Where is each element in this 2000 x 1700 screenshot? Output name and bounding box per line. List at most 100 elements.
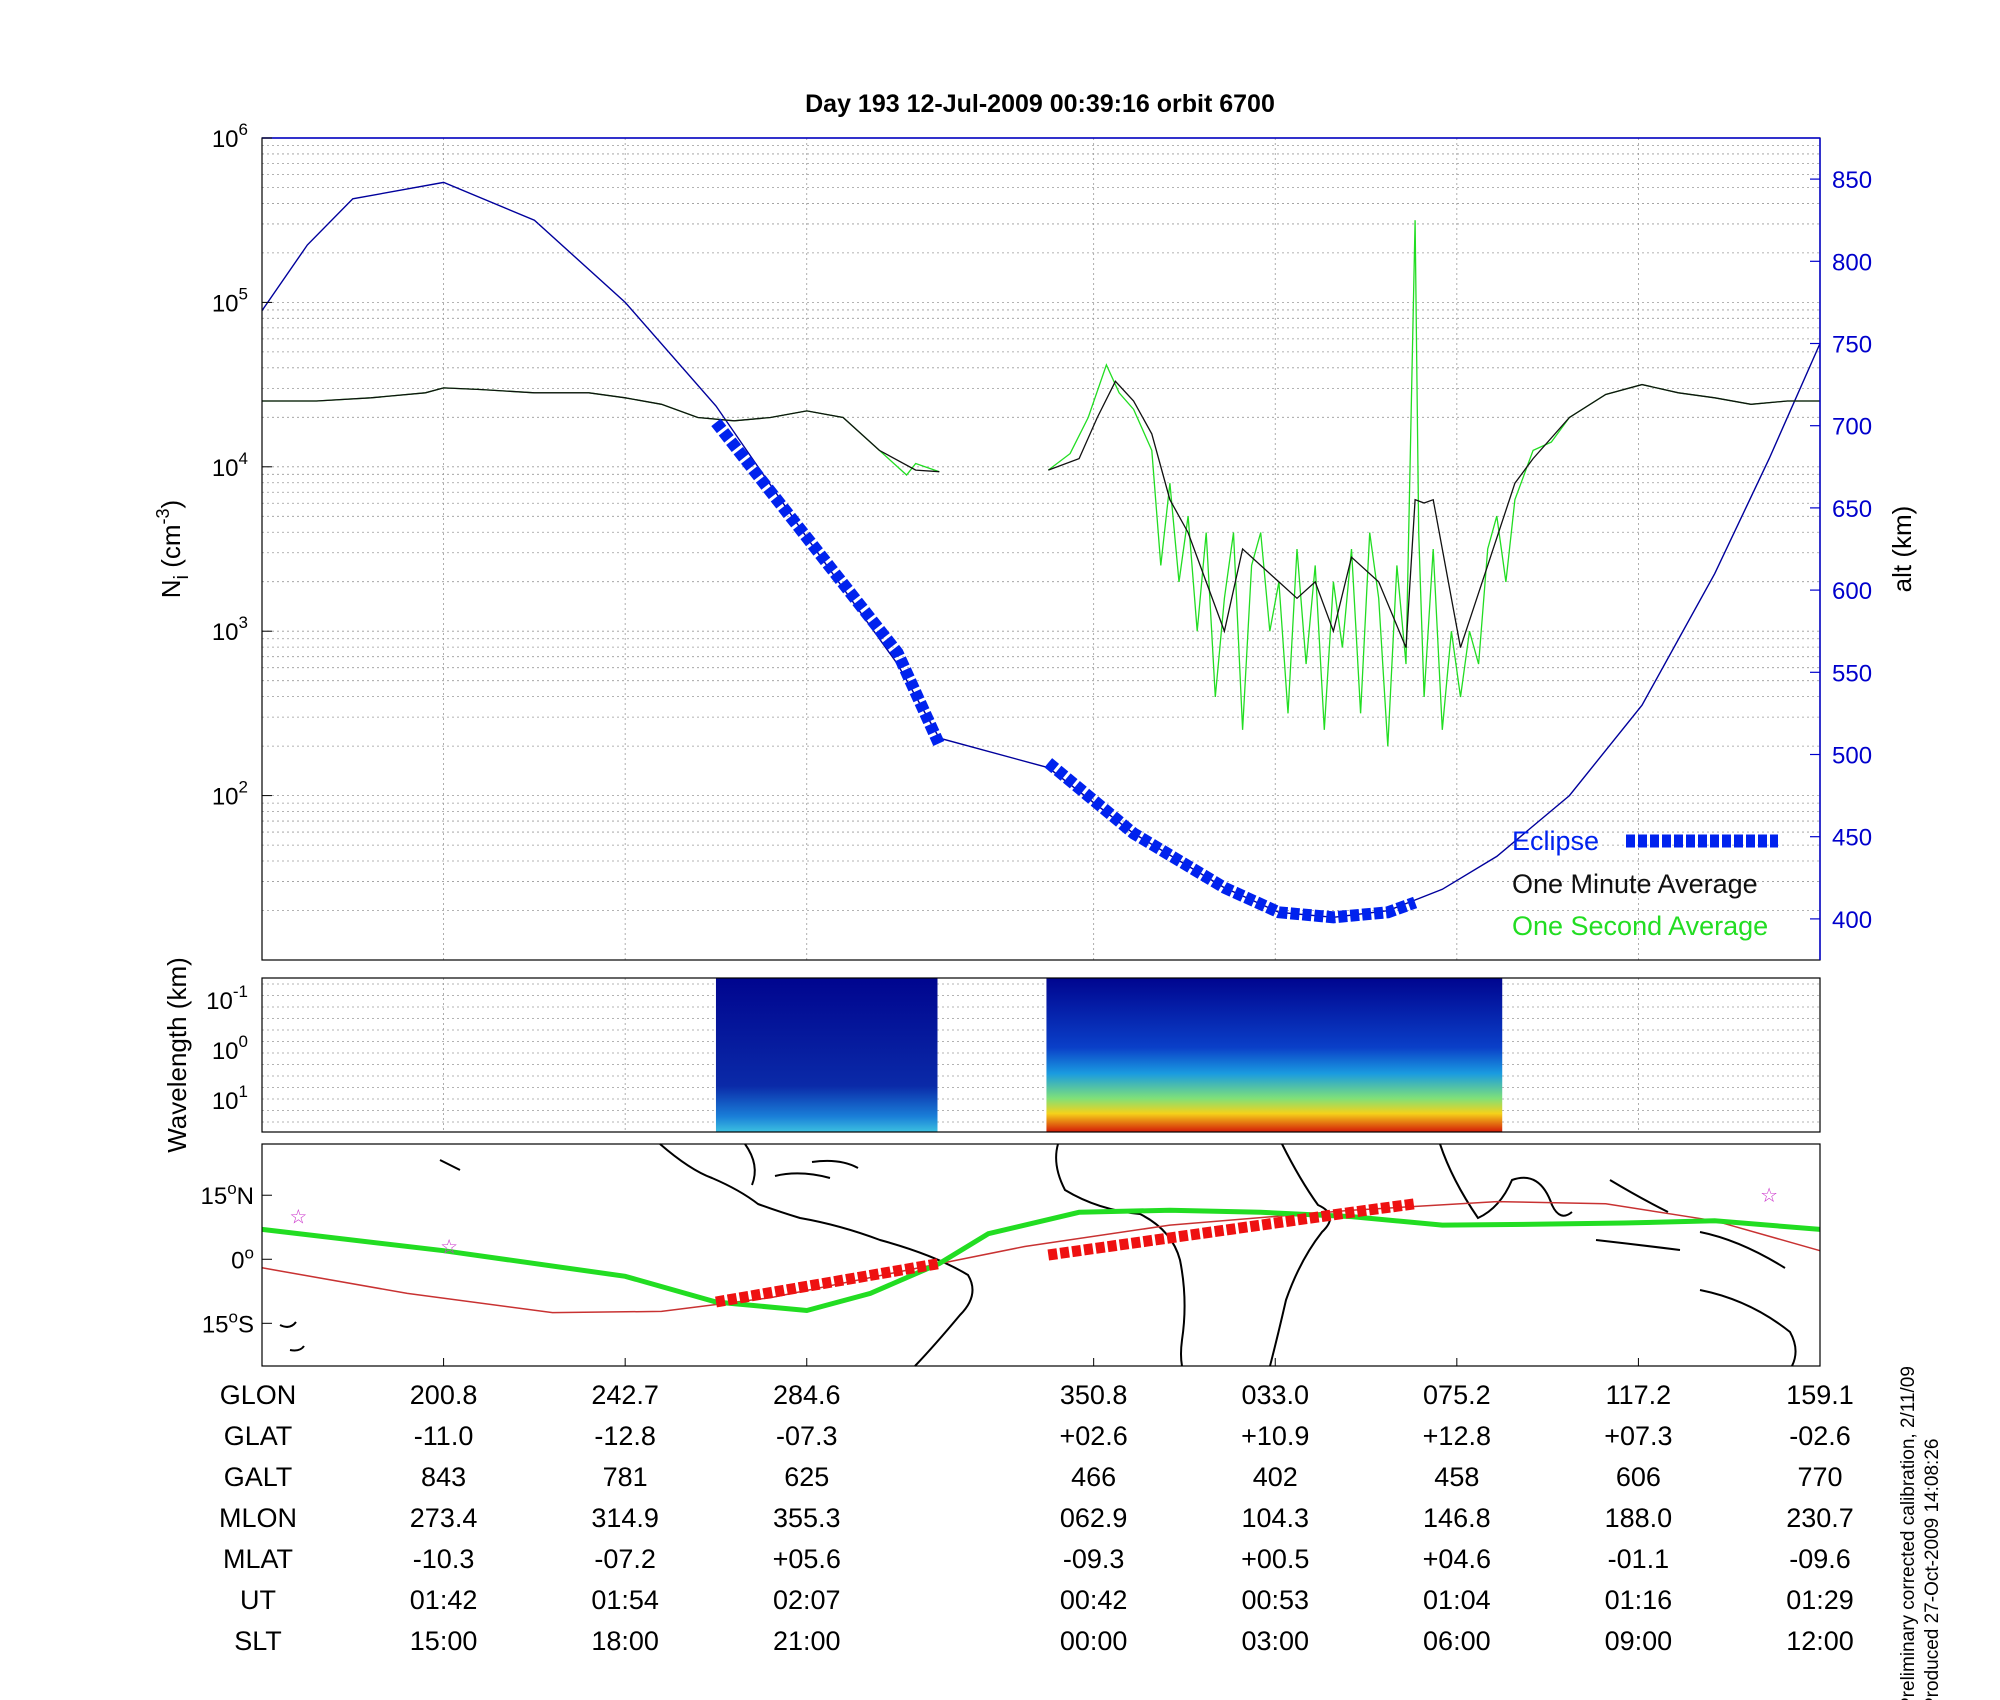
legend-one-second-label: One Second Average	[1512, 911, 1768, 941]
table-cell: +12.8	[1423, 1421, 1491, 1451]
table-cell: +10.9	[1241, 1421, 1309, 1451]
left-tick-exponent: 6	[239, 120, 248, 139]
table-cell: -07.3	[776, 1421, 838, 1451]
x-ticks	[443, 1358, 1821, 1366]
right-tick-label: 750	[1832, 332, 1872, 359]
spectrogram-tick-label: 10-1	[206, 982, 248, 1015]
table-cell: 242.7	[591, 1380, 659, 1410]
table-cell: -09.6	[1789, 1544, 1851, 1574]
table-cell: 200.8	[410, 1380, 478, 1410]
table-cell: +05.6	[773, 1544, 841, 1574]
table-cell: -07.2	[594, 1544, 656, 1574]
spectrogram-tick-exponent: 1	[239, 1082, 248, 1101]
table-cell: 781	[603, 1462, 648, 1492]
left-tick-base: 10	[212, 784, 239, 811]
orbit-track-line	[261, 1207, 1821, 1314]
calibration-note: Preliminary corrected calibration, 2/11/…	[1898, 1366, 1919, 1700]
table-cell: 00:00	[1060, 1626, 1128, 1656]
table-cell: 21:00	[773, 1626, 841, 1656]
left-axis-label-sub: i	[171, 575, 193, 579]
table-cell: -11.0	[414, 1421, 474, 1451]
spectrogram-tick-exponent: 0	[239, 1032, 248, 1051]
right-tick-label: 600	[1832, 578, 1872, 605]
orbit-table: GLON GLAT GALT MLON MLAT UT SLT 200.8 -11.0 843 27…	[219, 1380, 1854, 1656]
eclipse-track-line	[1047, 1198, 1416, 1261]
coastline-australia	[1699, 1289, 1797, 1367]
table-cell: 355.3	[773, 1503, 841, 1533]
table-row-label: GLAT	[224, 1421, 293, 1451]
table-cell: 075.2	[1423, 1380, 1491, 1410]
eclipse-line	[711, 418, 945, 748]
spectrogram-tick-label: 100	[212, 1032, 248, 1065]
density-plot-area	[262, 138, 1820, 960]
table-cell: 284.6	[773, 1380, 841, 1410]
one-minute-average-line	[262, 387, 940, 473]
table-cell: 01:16	[1605, 1585, 1673, 1615]
left-tick-label: 103	[212, 613, 248, 646]
table-cell: 01:04	[1423, 1585, 1491, 1615]
left-axis-label-units: (cm	[156, 524, 186, 575]
eclipse-line	[1044, 758, 1418, 924]
right-tick-label: 850	[1832, 167, 1872, 194]
legend-eclipse-label: Eclipse	[1512, 826, 1599, 856]
left-axis-label-n: N	[156, 579, 186, 598]
table-cell: 350.8	[1060, 1380, 1128, 1410]
star-marker: ☆	[440, 1234, 458, 1258]
table-cell: 02:07	[773, 1585, 841, 1615]
map-series: ☆ ☆ ☆	[261, 1183, 1821, 1314]
table-cell: 606	[1616, 1462, 1661, 1492]
one-second-average-line	[1047, 220, 1820, 747]
table-cell: -02.6	[1789, 1421, 1851, 1451]
table-cell: +07.3	[1604, 1421, 1672, 1451]
star-marker: ☆	[1760, 1183, 1778, 1207]
spectrogram-tick-base: 10	[212, 1088, 239, 1115]
right-tick-label: 400	[1832, 907, 1872, 934]
spectrogram-block	[715, 978, 938, 1132]
table-cell: 117.2	[1606, 1380, 1672, 1410]
table-cell: -12.8	[594, 1421, 656, 1451]
left-tick-label: 106	[212, 120, 248, 153]
density-series	[261, 181, 1821, 924]
coastline-south-america	[659, 1143, 974, 1367]
chart-title: Day 193 12-Jul-2009 00:39:16 orbit 6700	[805, 90, 1275, 118]
spectrogram-tick-exponent: -1	[233, 982, 248, 1001]
table-row-label: SLT	[234, 1626, 282, 1656]
star-marker: ☆	[289, 1205, 307, 1229]
right-tick-label: 700	[1832, 414, 1872, 441]
left-tick-base: 10	[212, 126, 239, 153]
table-cell: 146.8	[1423, 1503, 1491, 1533]
table-cell: +00.5	[1241, 1544, 1309, 1574]
coastline-indonesia	[1595, 1179, 1786, 1269]
spectrogram-tick-base: 10	[212, 1038, 239, 1065]
table-cell: -10.3	[413, 1544, 475, 1574]
table-cell: 062.9	[1060, 1503, 1128, 1533]
table-cell: 104.3	[1241, 1503, 1309, 1533]
coastline-caribbean	[774, 1159, 859, 1179]
produced-note: Produced 27-Oct-2009 14:08:26	[1922, 1439, 1943, 1700]
table-cell: 06:00	[1423, 1626, 1491, 1656]
map-plot-area	[262, 1144, 1820, 1366]
map-tick-degree: o	[245, 1243, 254, 1262]
map-tick-number: 15	[200, 1183, 227, 1210]
right-axis-ticks: 400 450 500 550 600 650 700 750 800 850	[1810, 167, 1872, 934]
legend: Eclipse One Minute Average One Second Av…	[1512, 826, 1778, 941]
table-cell: 159.1	[1786, 1380, 1854, 1410]
table-cell: +02.6	[1059, 1421, 1127, 1451]
spectrogram-tick-base: 10	[206, 988, 233, 1015]
left-tick-label: 104	[212, 449, 248, 482]
table-cell: 03:00	[1241, 1626, 1309, 1656]
map-tick-degree: o	[229, 1307, 238, 1326]
coastline-central-america	[744, 1143, 756, 1186]
left-tick-exponent: 4	[239, 449, 248, 468]
table-cell: 458	[1434, 1462, 1479, 1492]
left-tick-label: 102	[212, 778, 248, 811]
table-cell: 770	[1797, 1462, 1842, 1492]
spectrogram-frame	[261, 977, 1821, 1133]
right-tick-label: 450	[1832, 825, 1872, 852]
table-cell: 402	[1253, 1462, 1298, 1492]
table-cell: -01.1	[1608, 1544, 1670, 1574]
